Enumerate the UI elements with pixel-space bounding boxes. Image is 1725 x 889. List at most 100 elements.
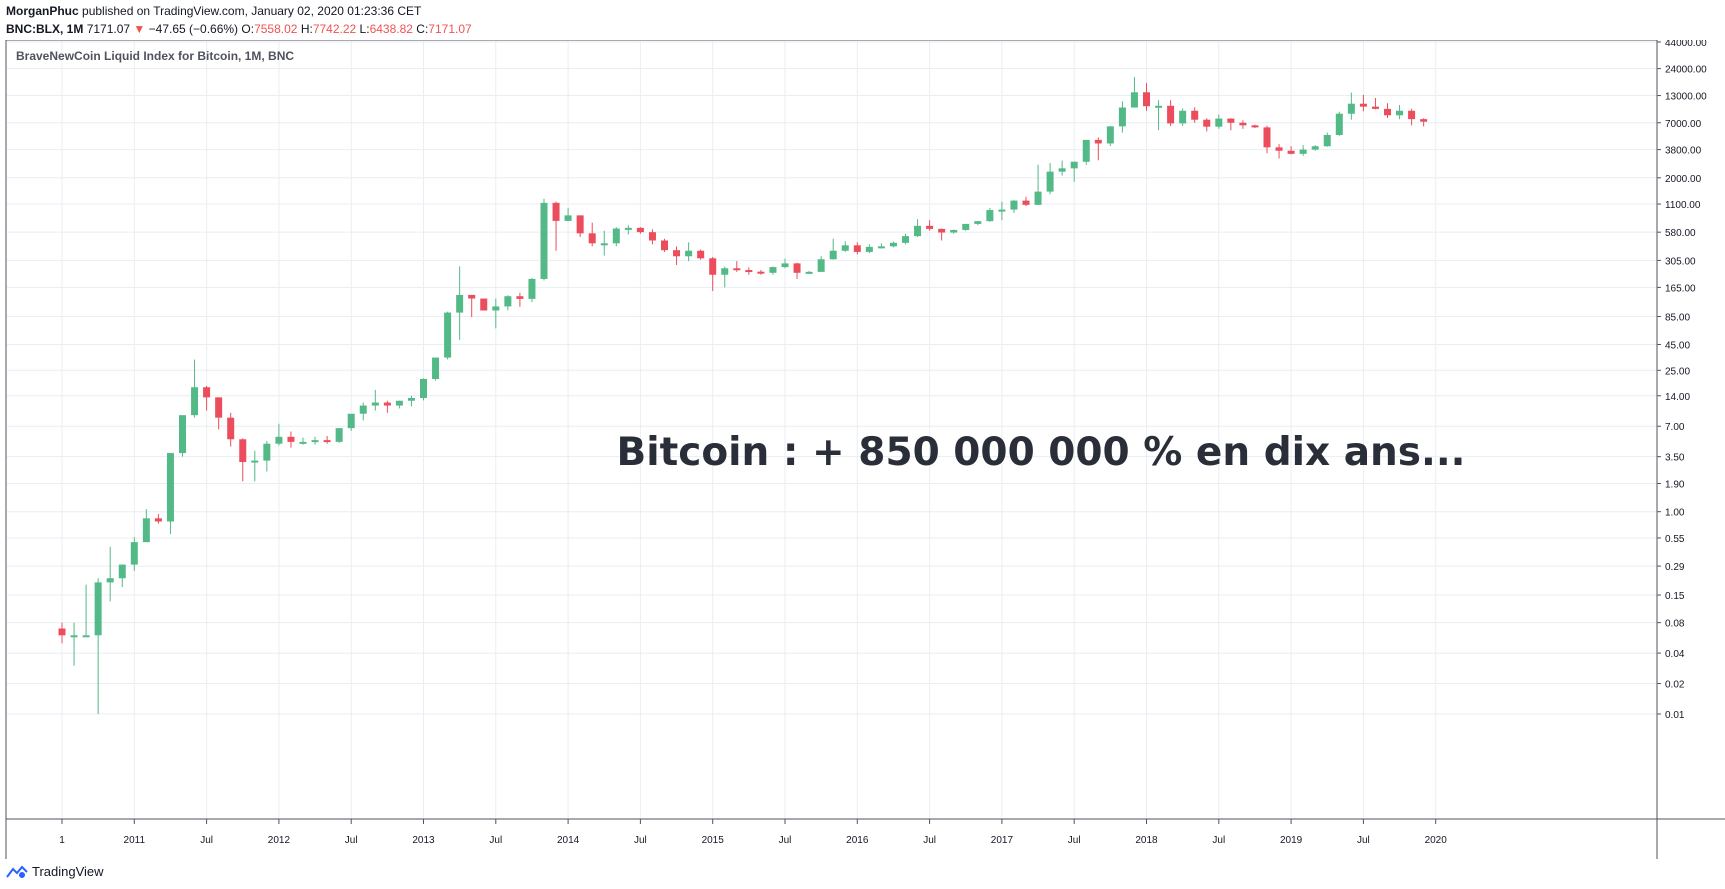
candle-body bbox=[275, 436, 283, 444]
candle-body bbox=[1299, 149, 1307, 154]
candle bbox=[420, 378, 427, 401]
candle bbox=[1420, 118, 1428, 127]
candle bbox=[1323, 132, 1331, 147]
candle bbox=[1384, 103, 1391, 119]
candle bbox=[1215, 114, 1223, 129]
candle-body bbox=[757, 271, 765, 274]
candle bbox=[1070, 161, 1078, 182]
candle-body bbox=[902, 236, 909, 243]
candle bbox=[395, 400, 403, 409]
close-label: C: bbox=[416, 22, 429, 36]
candle-body bbox=[974, 221, 982, 224]
candle bbox=[865, 244, 873, 254]
chart-annotation: Bitcoin : + 850 000 000 % en dix ans... bbox=[617, 430, 1466, 475]
candle-body bbox=[889, 242, 897, 247]
candle bbox=[1371, 97, 1379, 110]
candle bbox=[456, 266, 464, 340]
candle-body bbox=[1287, 150, 1295, 154]
candle bbox=[962, 223, 970, 231]
x-tick-label: Jul bbox=[923, 835, 936, 846]
candle bbox=[998, 201, 1006, 221]
candle bbox=[371, 389, 379, 411]
close-value: 7171.07 bbox=[428, 22, 472, 36]
candle bbox=[612, 227, 620, 247]
candle-body bbox=[1167, 105, 1175, 124]
candle bbox=[745, 267, 753, 275]
candle-body bbox=[1203, 119, 1211, 127]
candle-body bbox=[829, 250, 837, 260]
candle bbox=[407, 395, 415, 407]
price-chart[interactable]: 44000.00 24000.00 13000.00 7000.00 3800.00 20… bbox=[0, 40, 1725, 862]
candle bbox=[215, 397, 223, 430]
candle-body bbox=[504, 296, 512, 307]
y-tick-label: 0.02 bbox=[1665, 680, 1685, 691]
candle bbox=[1359, 94, 1367, 112]
candle bbox=[432, 357, 440, 381]
candle bbox=[781, 258, 789, 269]
candle bbox=[1130, 77, 1138, 108]
candle bbox=[1408, 108, 1416, 126]
high-label: H: bbox=[300, 22, 313, 36]
candle bbox=[1034, 164, 1042, 205]
candle-body bbox=[721, 268, 729, 275]
x-tick-label: Jul bbox=[489, 835, 502, 846]
candle bbox=[166, 453, 174, 535]
candle-body bbox=[82, 635, 90, 638]
candle bbox=[757, 270, 765, 275]
symbol-label: BNC:BLX, 1M bbox=[6, 22, 84, 36]
y-tick-label: 0.01 bbox=[1665, 710, 1685, 721]
candle-body bbox=[1058, 168, 1066, 172]
candle-body bbox=[528, 278, 536, 299]
x-tick-label: 2014 bbox=[557, 835, 580, 846]
candle-body bbox=[1323, 134, 1331, 147]
candle-body bbox=[540, 202, 548, 279]
candle-body bbox=[1191, 110, 1199, 120]
candle-body bbox=[612, 228, 620, 244]
candle-body bbox=[986, 210, 994, 222]
y-tick-label: 7000.00 bbox=[1665, 119, 1702, 130]
candle-body bbox=[805, 271, 813, 274]
candle-body bbox=[480, 298, 488, 311]
candle bbox=[275, 423, 283, 446]
candle-body bbox=[962, 223, 970, 230]
candle-body bbox=[1396, 110, 1404, 116]
candle bbox=[203, 385, 211, 411]
candle-body bbox=[456, 294, 464, 313]
low-value: 6438.82 bbox=[369, 22, 413, 36]
candle-body bbox=[841, 245, 849, 251]
chart-frame bbox=[5, 40, 1658, 820]
candle bbox=[793, 262, 801, 279]
candle-body bbox=[1143, 92, 1150, 107]
candle-body bbox=[191, 387, 199, 416]
candle-body bbox=[1420, 119, 1428, 122]
candle bbox=[1251, 124, 1259, 129]
candle-body bbox=[938, 228, 946, 233]
candle-body bbox=[769, 267, 777, 273]
x-tick-label: Jul bbox=[200, 835, 213, 846]
candle-body bbox=[697, 250, 705, 259]
x-tick-label: 2011 bbox=[124, 835, 146, 846]
candle bbox=[817, 256, 825, 272]
candle-body bbox=[347, 413, 355, 429]
candle bbox=[287, 431, 295, 448]
candle bbox=[769, 266, 777, 275]
candle bbox=[1058, 160, 1066, 176]
candle bbox=[805, 270, 813, 274]
candle bbox=[733, 261, 741, 272]
candle bbox=[841, 241, 849, 252]
candle-body bbox=[118, 564, 126, 579]
candle-body bbox=[853, 245, 861, 252]
candle bbox=[1239, 120, 1247, 129]
author-name[interactable]: MorganPhuc bbox=[6, 4, 79, 18]
candle bbox=[1118, 101, 1126, 133]
candle bbox=[1155, 100, 1163, 131]
candle-body bbox=[1022, 200, 1030, 205]
candle bbox=[516, 292, 524, 307]
candle bbox=[950, 229, 958, 234]
candle bbox=[552, 201, 560, 251]
y-tick-label: 3.50 bbox=[1665, 453, 1685, 464]
candle bbox=[94, 578, 102, 714]
x-tick-label: 2013 bbox=[412, 835, 435, 846]
tradingview-footer[interactable]: TradingView bbox=[6, 864, 104, 879]
candle-body bbox=[1347, 103, 1355, 114]
